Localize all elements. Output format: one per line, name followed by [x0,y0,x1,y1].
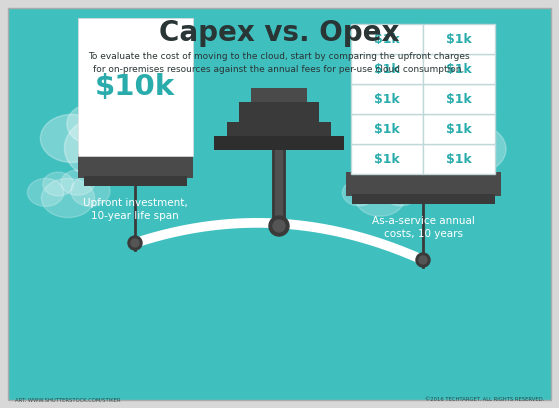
Ellipse shape [382,177,419,206]
FancyBboxPatch shape [351,84,423,114]
Text: ART: WWW.SHUTTERSTOCK.COM/STIKER: ART: WWW.SHUTTERSTOCK.COM/STIKER [15,397,121,402]
Text: $1k: $1k [446,93,472,106]
Text: $1k: $1k [374,93,400,106]
Ellipse shape [115,110,182,162]
Text: $1k: $1k [446,33,472,46]
Ellipse shape [71,175,110,206]
Text: ©2016 TECHTARGET. ALL RIGHTS RESERVED.: ©2016 TECHTARGET. ALL RIGHTS RESERVED. [425,397,544,402]
Text: As-a-service annual
costs, 10 years: As-a-service annual costs, 10 years [372,216,475,239]
Text: $1k: $1k [374,122,400,135]
FancyBboxPatch shape [351,54,423,84]
Ellipse shape [67,104,120,144]
FancyBboxPatch shape [351,144,423,174]
Text: $1k: $1k [374,62,400,75]
Text: $1k: $1k [374,153,400,166]
FancyBboxPatch shape [352,194,495,204]
Ellipse shape [61,170,94,195]
Text: $1k: $1k [446,62,472,75]
Circle shape [269,216,289,236]
FancyBboxPatch shape [423,114,495,144]
FancyBboxPatch shape [423,144,495,174]
Ellipse shape [400,119,449,157]
Text: Capex vs. Opex: Capex vs. Opex [159,19,399,47]
Text: $10k: $10k [95,73,175,101]
Circle shape [128,236,142,250]
FancyBboxPatch shape [214,136,344,150]
FancyBboxPatch shape [423,24,495,54]
Ellipse shape [27,178,64,206]
Text: Upfront investment,
10-year life span: Upfront investment, 10-year life span [83,198,187,221]
FancyBboxPatch shape [251,88,307,102]
Circle shape [131,239,139,247]
Circle shape [416,253,430,267]
FancyBboxPatch shape [423,54,495,84]
Ellipse shape [429,116,482,155]
FancyBboxPatch shape [8,8,551,400]
Text: $1k: $1k [446,122,472,135]
Ellipse shape [43,172,74,196]
FancyBboxPatch shape [239,102,319,122]
FancyBboxPatch shape [78,154,193,178]
Ellipse shape [376,129,433,173]
Ellipse shape [98,100,155,143]
Ellipse shape [373,172,405,195]
Ellipse shape [40,114,103,162]
Ellipse shape [356,180,405,216]
FancyBboxPatch shape [351,24,423,54]
Ellipse shape [64,114,155,182]
Text: To evaluate the cost of moving to the cloud, start by comparing the upfront char: To evaluate the cost of moving to the cl… [88,52,470,74]
Circle shape [419,256,427,264]
Ellipse shape [398,129,482,191]
Text: $1k: $1k [374,33,400,46]
FancyBboxPatch shape [78,18,193,156]
Ellipse shape [41,178,94,217]
Ellipse shape [357,174,385,196]
FancyBboxPatch shape [84,176,187,186]
Circle shape [273,220,285,232]
Text: $1k: $1k [446,153,472,166]
FancyBboxPatch shape [351,114,423,144]
FancyBboxPatch shape [423,84,495,114]
Ellipse shape [342,180,376,206]
FancyBboxPatch shape [227,122,331,136]
FancyBboxPatch shape [346,172,501,196]
Ellipse shape [444,125,506,173]
